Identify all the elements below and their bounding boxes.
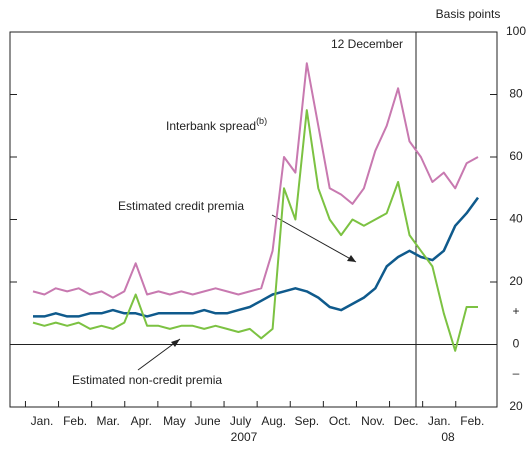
series-line — [33, 196, 480, 318]
x-tick-label: Apr. — [131, 414, 152, 428]
sign-label: – — [513, 366, 520, 380]
y-tick-label: 20 — [509, 274, 523, 288]
annotation-text: Interbank spread — [166, 119, 256, 133]
plot-frame — [9, 31, 498, 408]
x-tick-label: Aug. — [261, 414, 286, 428]
x-tick-label: Dec. — [394, 414, 419, 428]
x-tick-label: Feb. — [460, 414, 484, 428]
year-label: 2007 — [231, 430, 258, 444]
series-line — [32, 109, 478, 352]
sign-label: + — [512, 304, 519, 318]
x-tick-label: Jan. — [428, 414, 451, 428]
arrow-head — [171, 339, 180, 347]
y-tick-label: 40 — [509, 212, 523, 226]
annotation: Interbank spread(b) — [166, 116, 267, 133]
annotation-superscript: (b) — [256, 116, 267, 126]
y-tick-label: 20 — [509, 399, 523, 413]
y-tick-label: 60 — [509, 149, 523, 163]
x-tick-label: Oct. — [329, 414, 351, 428]
annotation: Estimated non-credit premia — [72, 373, 222, 387]
event-label: 12 December — [331, 37, 403, 51]
x-tick-label: May — [163, 414, 186, 428]
x-tick-label: Jan. — [31, 414, 54, 428]
x-tick-label: Feb. — [63, 414, 87, 428]
year-label: 08 — [441, 430, 455, 444]
series-line — [32, 62, 479, 299]
annotation: Estimated credit premia — [118, 199, 244, 213]
y-tick-label: 0 — [513, 337, 520, 351]
arrow — [271, 214, 357, 263]
arrow-head — [347, 255, 356, 262]
y-axis-label: Basis points — [436, 7, 501, 21]
y-tick-label: 100 — [506, 24, 526, 38]
x-tick-label: Nov. — [361, 414, 385, 428]
x-tick-label: Sep. — [294, 414, 319, 428]
x-tick-label: June — [194, 414, 220, 428]
y-tick-label: 80 — [509, 87, 523, 101]
x-tick-label: July — [230, 414, 251, 428]
x-tick-label: Mar. — [97, 414, 120, 428]
